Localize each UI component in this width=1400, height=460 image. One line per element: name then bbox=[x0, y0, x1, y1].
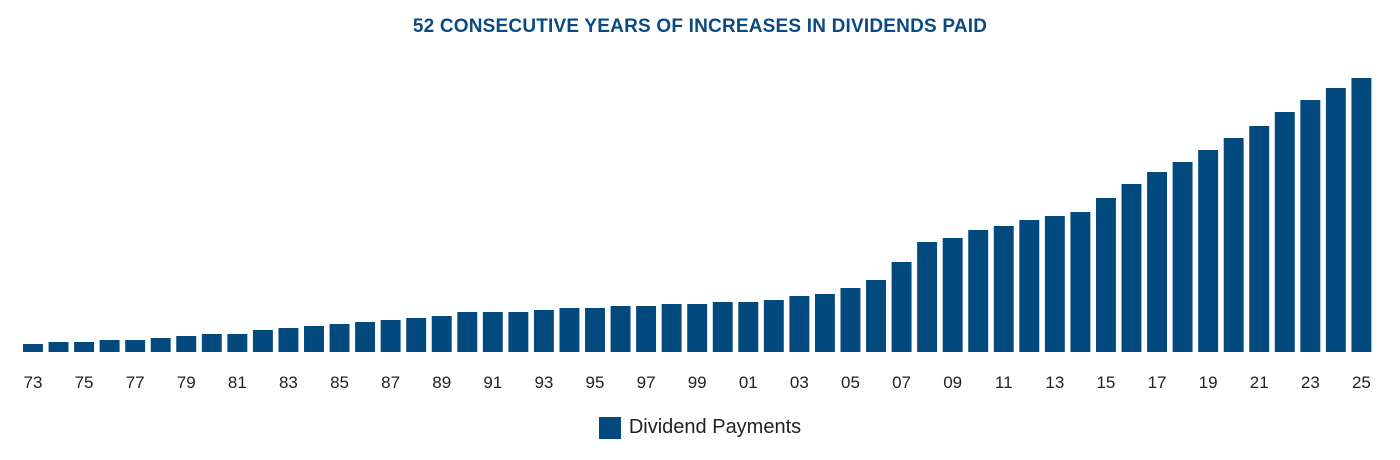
bar-77 bbox=[125, 340, 146, 352]
bar-75 bbox=[74, 342, 95, 352]
bar-83 bbox=[278, 328, 299, 352]
x-tick-label: 81 bbox=[228, 373, 247, 392]
bar-04 bbox=[814, 294, 835, 352]
x-tick-label: 05 bbox=[841, 373, 860, 392]
x-tick-label: 01 bbox=[739, 373, 758, 392]
bar-06 bbox=[866, 280, 886, 352]
x-tick-label: 93 bbox=[534, 373, 553, 392]
bar-89 bbox=[431, 316, 452, 352]
bar-18 bbox=[1172, 162, 1193, 352]
x-tick-label: 03 bbox=[790, 373, 809, 392]
bar-24 bbox=[1325, 88, 1346, 352]
x-tick-label: 23 bbox=[1301, 373, 1320, 392]
x-tick-label: 79 bbox=[177, 373, 196, 392]
legend: Dividend Payments bbox=[0, 416, 1400, 439]
bar-84 bbox=[304, 326, 324, 352]
x-tick-label: 97 bbox=[637, 373, 656, 392]
x-tick-label: 07 bbox=[892, 373, 911, 392]
bar-02 bbox=[763, 300, 784, 352]
x-tick-label: 89 bbox=[432, 373, 451, 392]
bar-81 bbox=[227, 334, 248, 352]
bar-96 bbox=[610, 306, 631, 352]
bar-88 bbox=[406, 318, 427, 352]
x-tick-label: 87 bbox=[381, 373, 400, 392]
bar-79 bbox=[176, 336, 197, 352]
bar-76 bbox=[99, 340, 120, 352]
bar-07 bbox=[891, 262, 912, 352]
x-tick-label: 19 bbox=[1199, 373, 1218, 392]
x-tick-label: 11 bbox=[995, 373, 1013, 392]
x-tick-label: 77 bbox=[126, 373, 145, 392]
bar-74 bbox=[48, 342, 69, 352]
bar-20 bbox=[1223, 138, 1244, 352]
bar-73 bbox=[23, 344, 43, 352]
x-tick-label: 95 bbox=[586, 373, 605, 392]
bar-90 bbox=[457, 312, 478, 352]
bar-09 bbox=[942, 238, 963, 352]
x-tick-label: 75 bbox=[75, 373, 94, 392]
bar-92 bbox=[508, 312, 529, 352]
bar-98 bbox=[661, 304, 682, 352]
x-tick-label: 17 bbox=[1148, 373, 1167, 392]
bar-01 bbox=[738, 302, 759, 352]
bar-82 bbox=[252, 330, 273, 352]
x-tick-label: 99 bbox=[688, 373, 707, 392]
bar-21 bbox=[1249, 126, 1270, 352]
bar-chart: 73 75 77 79 81 83 85 87 89 91 93 95 97 99 01 03 05 07 09 11… bbox=[23, 78, 1372, 392]
bar-14 bbox=[1070, 212, 1091, 352]
bar-11 bbox=[993, 226, 1014, 352]
bar-86 bbox=[355, 322, 376, 352]
bar-95 bbox=[585, 308, 605, 352]
bar-91 bbox=[482, 312, 503, 352]
bar-23 bbox=[1300, 100, 1321, 352]
bar-16 bbox=[1121, 184, 1142, 352]
bar-12 bbox=[1019, 220, 1040, 352]
x-tick-label: 91 bbox=[483, 373, 502, 392]
bar-22 bbox=[1274, 112, 1295, 352]
bar-03 bbox=[789, 296, 810, 352]
bar-08 bbox=[917, 242, 938, 352]
bar-17 bbox=[1147, 172, 1168, 352]
bar-19 bbox=[1198, 150, 1219, 352]
x-tick-label: 13 bbox=[1045, 373, 1064, 392]
x-tick-label: 15 bbox=[1096, 373, 1115, 392]
x-tick-label: 73 bbox=[24, 373, 43, 392]
x-tick-label: 85 bbox=[330, 373, 349, 392]
x-tick-label: 09 bbox=[943, 373, 962, 392]
bar-25 bbox=[1351, 78, 1372, 352]
bar-10 bbox=[968, 230, 989, 352]
bar-97 bbox=[636, 306, 657, 352]
bar-85 bbox=[329, 324, 350, 352]
bar-99 bbox=[687, 304, 708, 352]
x-tick-label: 25 bbox=[1352, 373, 1371, 392]
bar-80 bbox=[201, 334, 222, 352]
legend-label: Dividend Payments bbox=[628, 416, 802, 438]
chart-title: 52 CONSECUTIVE YEARS OF INCREASES IN DIV… bbox=[412, 16, 988, 37]
bar-00 bbox=[712, 302, 733, 352]
bar-94 bbox=[559, 308, 580, 352]
bar-05 bbox=[840, 288, 861, 352]
bar-13 bbox=[1044, 216, 1065, 352]
bar-93 bbox=[533, 310, 554, 352]
bar-87 bbox=[380, 320, 401, 352]
x-tick-label: 83 bbox=[279, 373, 298, 392]
legend-swatch bbox=[598, 416, 621, 439]
x-tick-label: 21 bbox=[1250, 373, 1269, 392]
bar-15 bbox=[1095, 198, 1116, 352]
bar-78 bbox=[150, 338, 171, 352]
